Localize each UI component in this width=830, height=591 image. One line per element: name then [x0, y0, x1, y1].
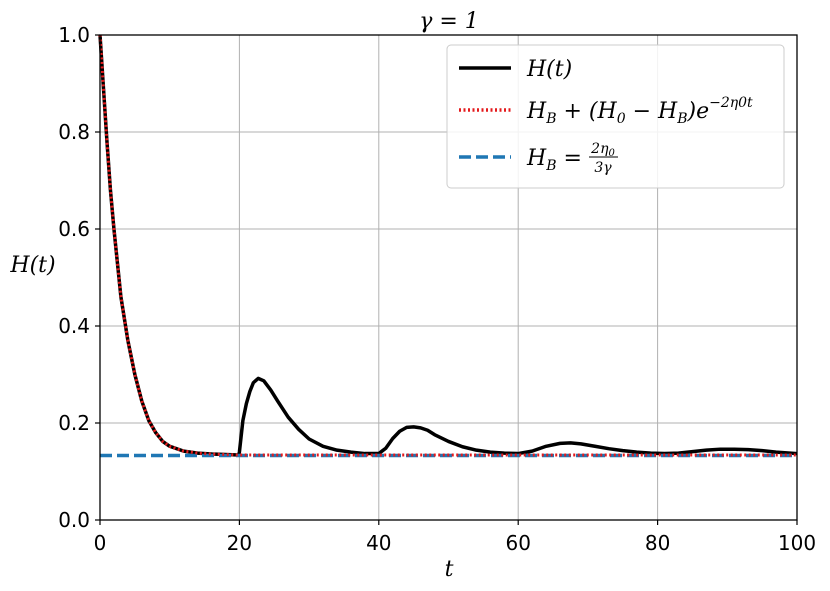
x-tick-label: 100: [778, 531, 816, 555]
y-tick-label: 0.0: [58, 508, 90, 532]
legend-label-fit: HB + (H0 − HB)e−2η0t: [526, 95, 753, 127]
x-tick-label: 60: [505, 531, 530, 555]
legend-fit-close: )e: [687, 99, 710, 124]
legend-fit-h: H: [526, 99, 547, 124]
x-tick-label: 0: [94, 531, 107, 555]
y-tick-label: 0.4: [58, 314, 90, 338]
legend-label-hb: HB =: [526, 146, 582, 174]
y-tick-label: 0.6: [58, 217, 90, 241]
legend-fit-sub-0: 0: [617, 111, 626, 127]
y-axis-ticks: 0.0 0.2 0.4 0.6 0.8 1.0: [58, 23, 100, 532]
plot-frame: [99, 34, 798, 521]
x-axis-label: t: [445, 557, 454, 582]
legend-hb-frac-num: 2η0: [590, 141, 615, 159]
y-tick-label: 0.8: [58, 120, 90, 144]
legend-hb-h: H: [526, 146, 547, 171]
x-tick-label: 80: [645, 531, 670, 555]
chart-title: γ = 1: [419, 9, 479, 34]
legend-label-h: H(t): [526, 57, 572, 82]
legend-hb-frac-den: 3γ: [594, 160, 612, 176]
y-tick-label: 0.2: [58, 411, 90, 435]
x-tick-label: 40: [366, 531, 391, 555]
legend-fit-sub-b2: B: [676, 111, 687, 127]
legend-hb-frac-num-sub: 0: [608, 148, 615, 159]
legend: H(t) HB + (H0 − HB)e−2η0t HB = 2η0 3γ: [446, 44, 785, 189]
legend-fit-exp: −2η0t: [709, 95, 753, 111]
series-layer: [98, 34, 798, 458]
legend-hb-frac-num-main: 2η: [590, 141, 609, 157]
x-axis-ticks: 0 20 40 60 80 100: [94, 520, 816, 555]
y-axis-label: H(t): [9, 253, 55, 278]
legend-hb-eq: =: [556, 146, 581, 171]
legend-box: [446, 44, 785, 189]
legend-fit-sub-b: B: [545, 111, 556, 127]
legend-hb-sub: B: [545, 158, 556, 174]
legend-fit-minus: − H: [626, 99, 678, 124]
x-tick-label: 20: [227, 531, 252, 555]
legend-fit-rest: + (H: [556, 99, 617, 124]
y-tick-label: 1.0: [58, 23, 90, 47]
series-fit-line: [98, 34, 797, 457]
